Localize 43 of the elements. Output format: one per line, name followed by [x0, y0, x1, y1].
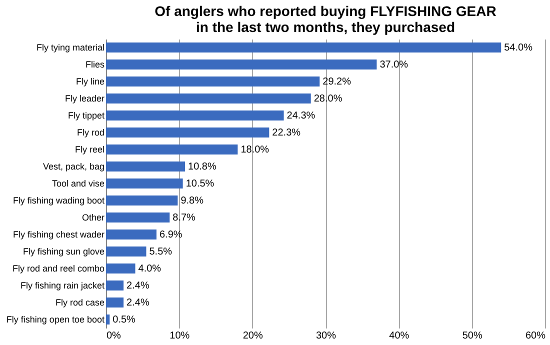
y-tick-label: Other	[82, 212, 104, 222]
y-tick-label: Fly tying material	[36, 42, 104, 52]
data-label: 6.9%	[159, 230, 182, 240]
data-label: 18.0%	[240, 144, 270, 156]
y-tick-label: Fly rod	[76, 128, 104, 138]
text: in the last two months, they purchased	[196, 19, 456, 35]
data-label: 8.7%	[172, 212, 196, 224]
y-tick-label: Vest, pack, bag	[42, 162, 104, 172]
x-tick-label: 10%	[170, 330, 190, 342]
data-label: 28.0%	[314, 94, 342, 104]
data-label: 9.8%	[180, 196, 204, 206]
data-label: 2.4%	[126, 280, 150, 292]
x-tick-label: 40%	[389, 330, 410, 342]
y-tick-label: Fly leader	[64, 94, 105, 104]
y-tick-label: Tool and vise	[52, 178, 104, 188]
data-label: 37.0%	[380, 60, 408, 70]
y-tick-label: Fly fishing sun glove	[22, 246, 104, 256]
y-tick-label: Fly fishing open toe boot	[6, 314, 105, 324]
data-label: 5.5%	[149, 246, 172, 258]
y-tick-label: Fly fishing wading boot	[12, 196, 105, 206]
data-label: 22.3%	[272, 128, 301, 138]
y-tick-label: Fly rod case	[55, 298, 104, 308]
data-label: 0.5%	[112, 314, 136, 326]
data-label: 2.4%	[126, 298, 150, 308]
x-tick-label: 50%	[462, 330, 482, 342]
x-tick-label: 30%	[316, 330, 336, 342]
x-tick-label: 0%	[106, 330, 122, 342]
x-tick-label: 60%	[525, 330, 546, 342]
y-tick-label: Fly fishing rain jacket	[20, 280, 105, 290]
data-label: 10.5%	[186, 178, 214, 190]
data-label: 24.3%	[286, 110, 316, 122]
y-tick-label: Flies	[85, 60, 105, 70]
y-tick-label: Fly tippet	[68, 110, 105, 120]
y-tick-label: Fly line	[76, 76, 104, 86]
data-label: 29.2%	[322, 76, 352, 88]
text: Of anglers who reported buying FLYFISHING GEAR	[154, 3, 496, 19]
data-label: 54.0%	[504, 42, 533, 54]
data-label: 4.0%	[138, 264, 162, 274]
x-tick-label: 20%	[242, 330, 263, 342]
y-tick-label: Fly rod and reel combo	[12, 264, 104, 274]
y-tick-label: Fly reel	[74, 144, 104, 154]
y-tick-label: Fly fishing chest wader	[12, 230, 104, 240]
data-label: 10.8%	[188, 162, 216, 172]
